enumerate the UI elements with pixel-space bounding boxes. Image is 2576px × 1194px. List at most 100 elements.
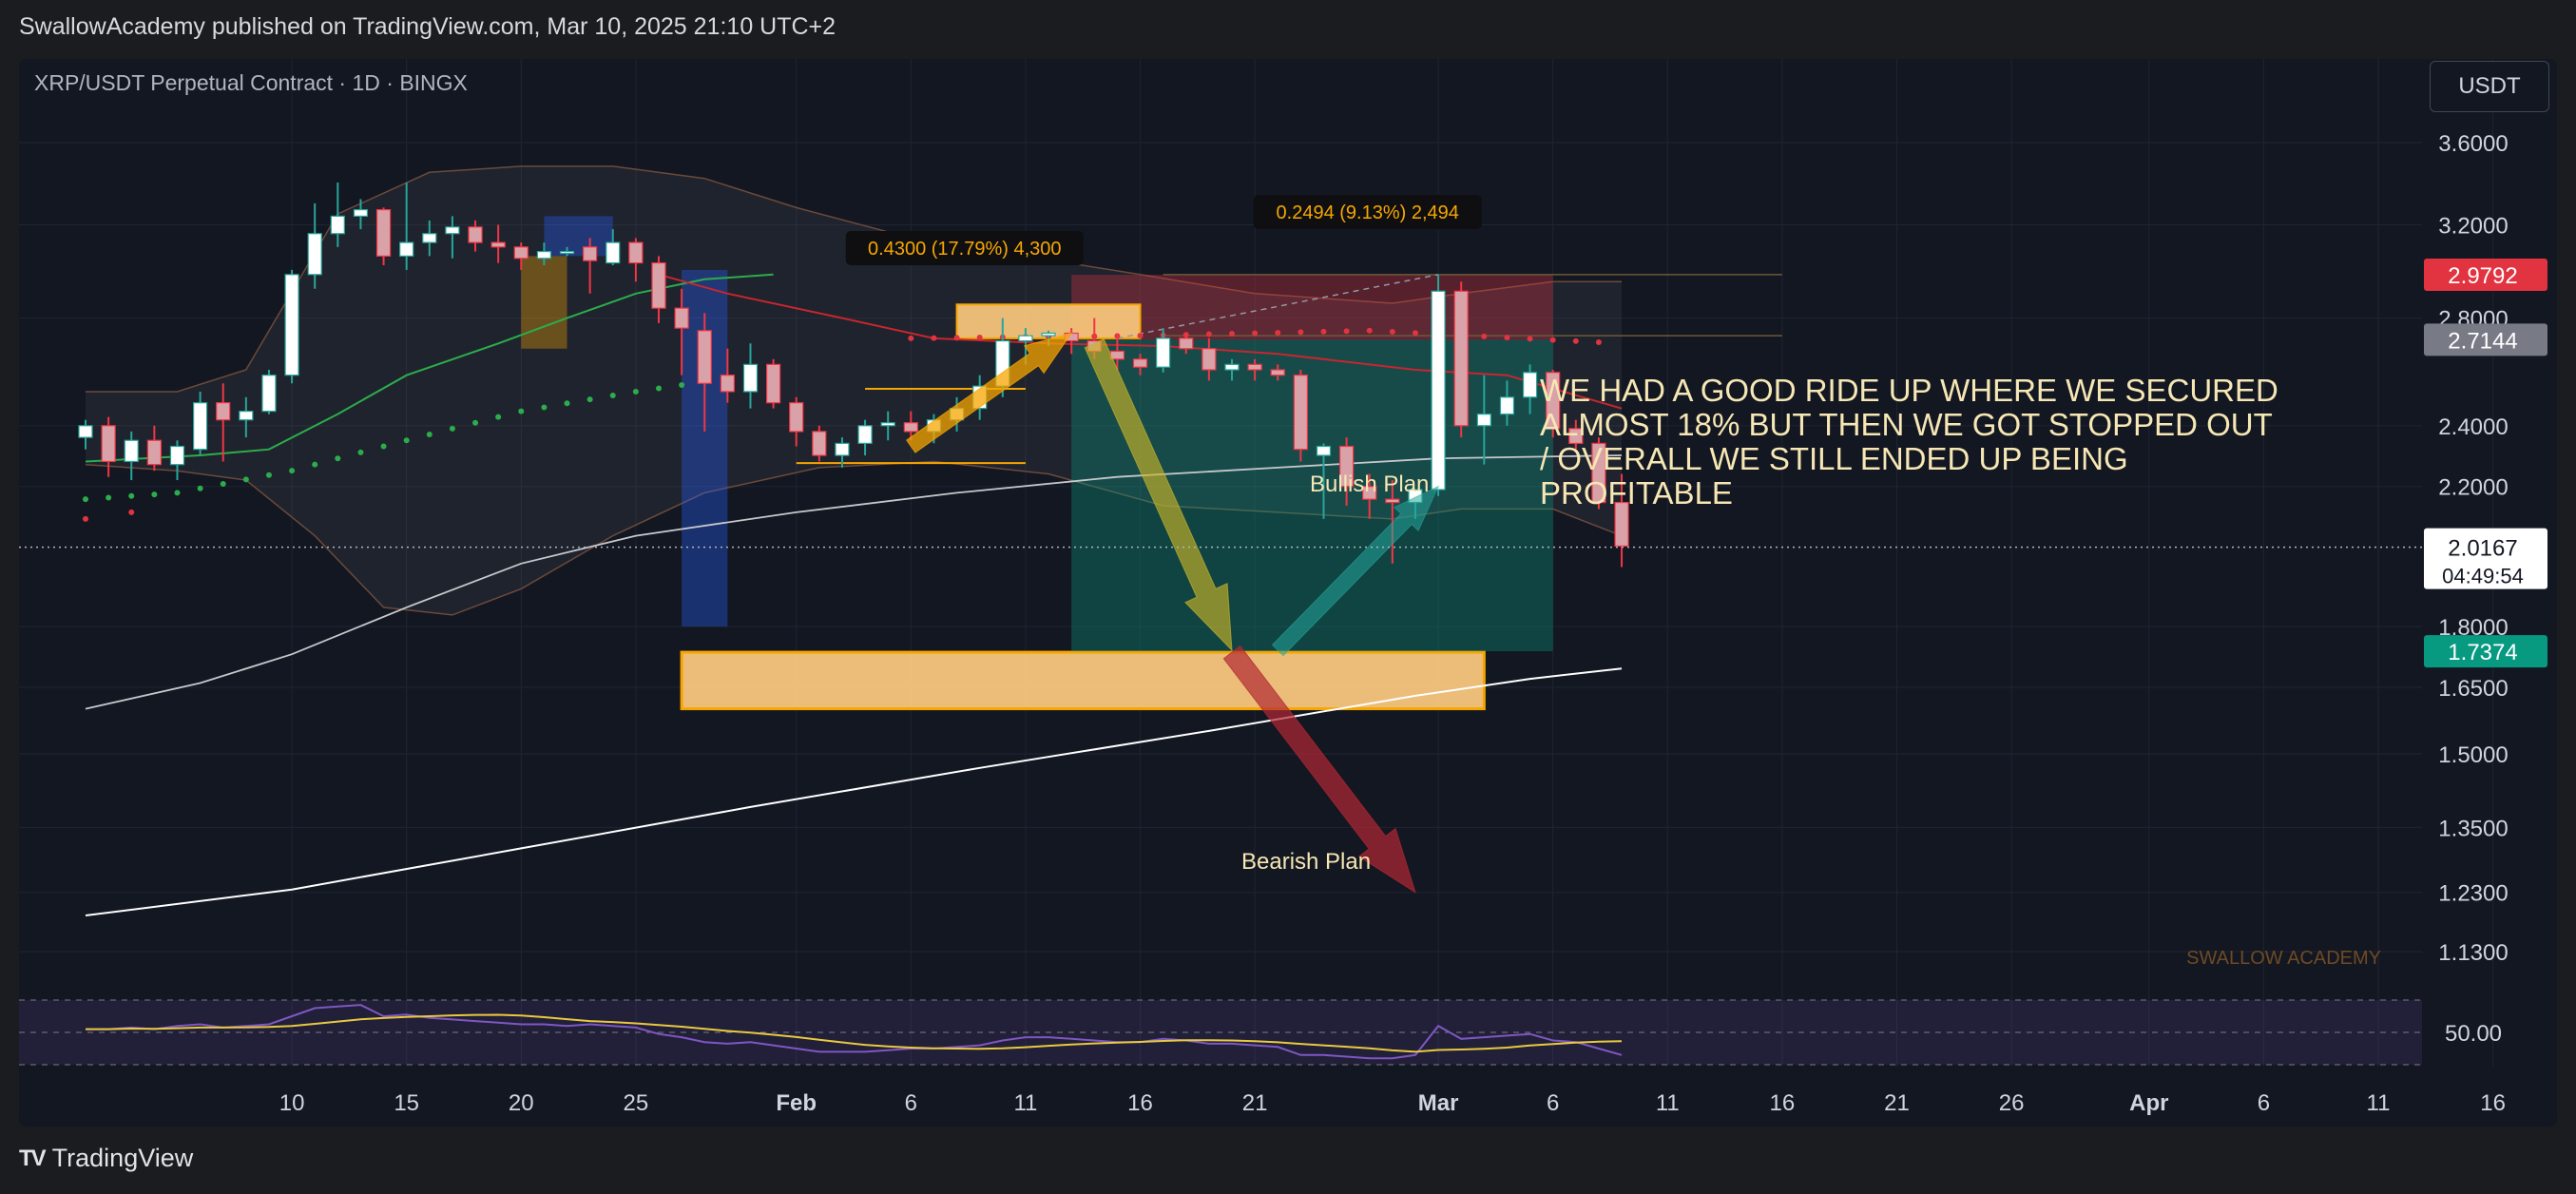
psar-dot xyxy=(335,455,341,462)
candle-down xyxy=(1293,375,1308,451)
x-tick-label: Feb xyxy=(776,1090,817,1116)
y-tick-label: 2.2000 xyxy=(2438,475,2508,501)
candle-up xyxy=(193,402,208,451)
candle-up xyxy=(78,425,93,438)
arrow-up-entry xyxy=(906,332,1073,453)
psar-dot xyxy=(1481,333,1488,339)
psar-dot xyxy=(197,485,203,491)
price-tag-value: 2.9792 xyxy=(2448,263,2517,289)
price-countdown: 04:49:54 xyxy=(2442,565,2524,588)
candle-down xyxy=(1385,498,1400,504)
note-line: WE HAD A GOOD RIDE UP WHERE WE SECURED xyxy=(1540,373,2278,408)
brand-name: TradingView xyxy=(51,1144,194,1172)
psar-dot xyxy=(518,408,525,414)
candle-down xyxy=(1132,358,1148,368)
candle-up xyxy=(1522,372,1538,398)
measure-label-text: 0.2494 (9.13%) 2,494 xyxy=(1277,202,1459,223)
psar-dot xyxy=(1320,328,1327,335)
rsi-ma-line xyxy=(86,1013,1623,1053)
psar-dot xyxy=(656,385,662,392)
x-tick-label: 11 xyxy=(2367,1090,2391,1116)
highlight-bar-blue-small xyxy=(544,216,613,257)
psar-dot xyxy=(609,393,616,399)
candle-up xyxy=(1476,414,1491,427)
psar-dot xyxy=(1298,329,1304,336)
x-tick-label: 16 xyxy=(2480,1090,2506,1116)
candle-up xyxy=(1041,332,1056,337)
y-tick-label: 3.2000 xyxy=(2438,214,2508,240)
psar-dot xyxy=(1229,331,1235,337)
candle-down xyxy=(1247,363,1262,371)
candle-down xyxy=(697,330,712,384)
candle-down xyxy=(490,241,506,248)
arrow-down-bearish xyxy=(1222,645,1416,894)
arrow-up-bullish xyxy=(1271,485,1440,657)
psar-dot xyxy=(265,472,272,478)
candle-down xyxy=(1338,445,1355,488)
plot-background xyxy=(19,59,2557,1127)
currency-button[interactable]: USDT xyxy=(2430,61,2549,112)
psar-dot xyxy=(312,461,318,468)
sma-mid-line xyxy=(85,454,1623,710)
candle-down xyxy=(812,431,827,456)
rsi-line xyxy=(86,1004,1623,1060)
candle-up xyxy=(169,445,185,466)
ema-green-line xyxy=(85,273,774,463)
x-tick-label: 16 xyxy=(1127,1090,1153,1116)
psar-dot xyxy=(1275,329,1281,336)
candle-up xyxy=(239,411,254,421)
candle-down xyxy=(1591,442,1606,504)
y-tick-label: 1.2300 xyxy=(2438,881,2508,907)
arrow-up-entry-shape xyxy=(906,332,1073,453)
candle-up xyxy=(445,226,460,235)
candle-down xyxy=(903,422,918,433)
tradingview-logo-icon: TV xyxy=(19,1145,47,1171)
chart-panel[interactable]: 0.4300 (17.79%) 4,300 0.2494 (9.13%) 2,49… xyxy=(19,59,2557,1127)
note-line: / OVERALL WE STILL ENDED UP BEING xyxy=(1540,441,2128,476)
candle-down xyxy=(216,402,231,421)
arrow-up-bullish-shape xyxy=(1271,485,1440,657)
psar-dot xyxy=(1504,335,1510,341)
candle-down xyxy=(789,402,804,433)
watermark-text: SWALLOW ACADEMY xyxy=(2186,948,2381,969)
tradingview-logo[interactable]: TV TradingView xyxy=(19,1144,193,1173)
publish-bar: SwallowAcademy published on TradingView.… xyxy=(0,0,2576,59)
psar-dot xyxy=(128,509,135,515)
measure-label-bg xyxy=(845,231,1084,265)
psar-dot xyxy=(151,491,158,498)
candle-up xyxy=(284,274,299,376)
psar-dot xyxy=(679,381,685,388)
candle-down xyxy=(1179,337,1194,350)
candle-down xyxy=(1453,290,1469,427)
candle-down xyxy=(1568,428,1584,444)
highlight-bar-orange xyxy=(521,256,567,349)
candle-up xyxy=(835,442,850,456)
candle-down xyxy=(468,226,483,243)
bollinger-upper xyxy=(86,165,1622,393)
x-tick-label: 6 xyxy=(1547,1090,1559,1116)
symbol-legend[interactable]: XRP/USDT Perpetual Contract · 1D · BINGX xyxy=(34,70,468,95)
candle-down xyxy=(146,439,162,466)
y-tick-label: 2.4000 xyxy=(2438,414,2508,440)
rsi-pane: 50.00 xyxy=(19,999,2502,1066)
price-tag-value: 2.0167 xyxy=(2448,536,2517,562)
candle-down xyxy=(1362,486,1377,500)
psar-dot xyxy=(472,419,479,426)
x-tick-label: 25 xyxy=(624,1090,649,1116)
candle-up xyxy=(536,250,552,260)
candle-down xyxy=(101,425,116,463)
candle-down xyxy=(375,209,392,257)
trend-dash-line xyxy=(1117,274,1439,339)
candle-up xyxy=(124,439,139,463)
candle-down xyxy=(651,261,666,309)
candle-down xyxy=(583,246,598,261)
candle-up xyxy=(1316,445,1332,456)
price-tag-bg xyxy=(2424,259,2547,292)
psar-dot xyxy=(106,494,112,501)
measure-label-bg xyxy=(1253,195,1482,229)
price-chart[interactable]: 0.4300 (17.79%) 4,300 0.2494 (9.13%) 2,49… xyxy=(19,59,2557,1127)
bollinger-band-fill xyxy=(86,165,1622,615)
x-tick-label: 21 xyxy=(1242,1090,1268,1116)
candles xyxy=(78,182,1629,568)
note-line: PROFITABLE xyxy=(1540,475,1733,510)
